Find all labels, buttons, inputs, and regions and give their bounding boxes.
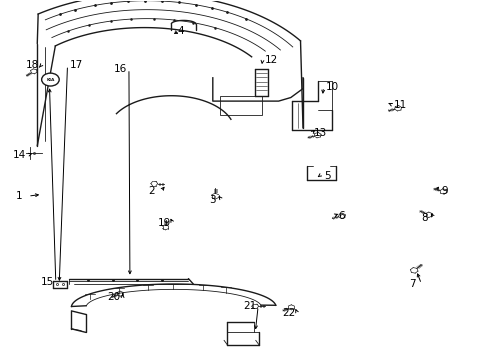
Text: 4: 4 [178, 26, 184, 36]
Text: 9: 9 [440, 186, 447, 196]
Text: 8: 8 [421, 213, 427, 222]
Text: KIA: KIA [46, 78, 55, 82]
Text: 6: 6 [338, 211, 345, 221]
Text: 22: 22 [281, 308, 294, 318]
Text: 5: 5 [324, 171, 330, 181]
Text: 19: 19 [157, 218, 170, 228]
Text: 20: 20 [107, 292, 120, 302]
Text: 17: 17 [69, 60, 83, 70]
Text: 11: 11 [393, 100, 407, 110]
Text: 1: 1 [16, 191, 22, 201]
Circle shape [41, 73, 59, 86]
Text: 14: 14 [13, 150, 26, 160]
Text: 16: 16 [113, 64, 126, 74]
Text: 13: 13 [313, 129, 326, 138]
Text: 3: 3 [209, 195, 216, 205]
Text: 21: 21 [242, 301, 256, 311]
Text: 15: 15 [41, 277, 54, 287]
Text: 2: 2 [148, 186, 155, 197]
Text: 10: 10 [325, 82, 338, 92]
Text: 7: 7 [408, 279, 415, 289]
Text: 12: 12 [264, 55, 277, 65]
Text: 18: 18 [26, 60, 39, 70]
Bar [220, 96, 261, 116]
